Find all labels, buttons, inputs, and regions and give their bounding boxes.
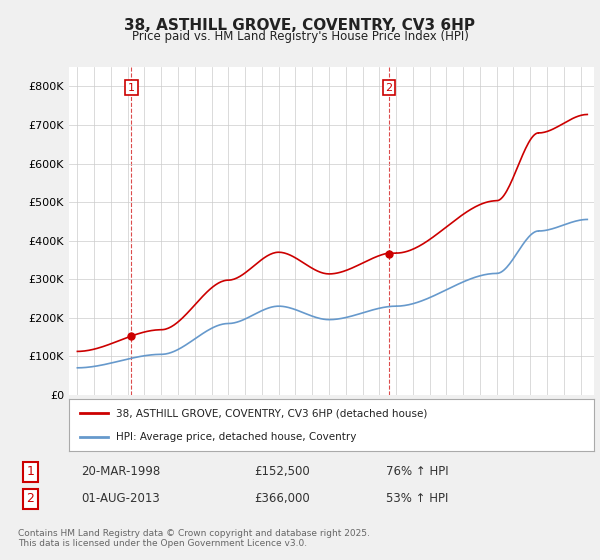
Text: 2: 2 [385, 83, 392, 92]
Text: £366,000: £366,000 [254, 492, 310, 506]
Text: 53% ↑ HPI: 53% ↑ HPI [386, 492, 449, 506]
Text: 76% ↑ HPI: 76% ↑ HPI [386, 465, 449, 478]
Text: 20-MAR-1998: 20-MAR-1998 [81, 465, 160, 478]
Text: 1: 1 [26, 465, 34, 478]
Text: 1: 1 [128, 83, 135, 92]
Text: 38, ASTHILL GROVE, COVENTRY, CV3 6HP (detached house): 38, ASTHILL GROVE, COVENTRY, CV3 6HP (de… [116, 408, 428, 418]
Text: £152,500: £152,500 [254, 465, 310, 478]
Text: 2: 2 [26, 492, 34, 506]
Text: 38, ASTHILL GROVE, COVENTRY, CV3 6HP: 38, ASTHILL GROVE, COVENTRY, CV3 6HP [125, 18, 476, 33]
Text: Price paid vs. HM Land Registry's House Price Index (HPI): Price paid vs. HM Land Registry's House … [131, 30, 469, 43]
Text: HPI: Average price, detached house, Coventry: HPI: Average price, detached house, Cove… [116, 432, 356, 442]
Text: 01-AUG-2013: 01-AUG-2013 [81, 492, 160, 506]
Text: Contains HM Land Registry data © Crown copyright and database right 2025.
This d: Contains HM Land Registry data © Crown c… [18, 529, 370, 548]
